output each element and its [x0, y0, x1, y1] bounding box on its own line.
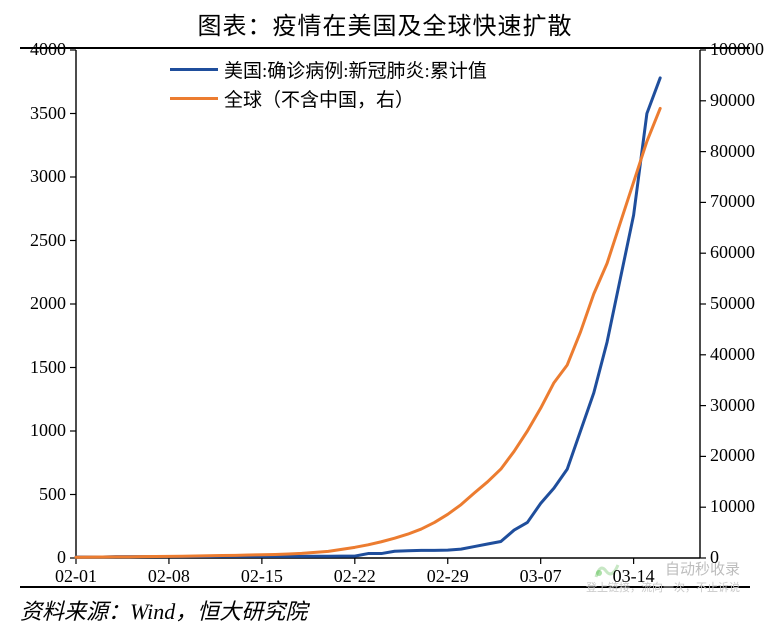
y-left-tick-label: 0: [57, 547, 66, 568]
chart-container: 图表：疫情在美国及全球快速扩散 美国:确诊病例:新冠肺炎:累计值全球（不含中国，…: [0, 0, 770, 627]
chart-svg: [76, 50, 700, 558]
legend: 美国:确诊病例:新冠肺炎:累计值全球（不含中国，右）: [170, 56, 487, 114]
series-line-us: [76, 78, 660, 557]
legend-label: 全球（不含中国，右）: [224, 85, 414, 112]
y-right-tick-label: 80000: [710, 141, 755, 162]
x-tick-label: 02-08: [148, 566, 190, 587]
y-left-tick-label: 1500: [30, 357, 66, 378]
x-tick-label: 02-29: [427, 566, 469, 587]
y-left-tick-label: 2000: [30, 293, 66, 314]
y-right-tick-label: 50000: [710, 293, 755, 314]
legend-item: 全球（不含中国，右）: [170, 85, 487, 112]
x-tick-label: 02-22: [334, 566, 376, 587]
y-right-tick-label: 40000: [710, 344, 755, 365]
y-right-tick-label: 90000: [710, 90, 755, 111]
x-tick-label: 03-07: [520, 566, 562, 587]
y-right-tick-label: 60000: [710, 242, 755, 263]
watermark-brand: 自动秒收录: [665, 558, 740, 579]
y-right-tick-label: 100000: [710, 39, 764, 60]
y-right-tick-label: 70000: [710, 191, 755, 212]
y-right-tick-label: 20000: [710, 445, 755, 466]
legend-swatch-icon: [170, 97, 218, 100]
series-line-global_ex_china: [76, 108, 660, 557]
y-left-tick-label: 3500: [30, 103, 66, 124]
x-tick-label: 03-14: [613, 566, 655, 587]
legend-label: 美国:确诊病例:新冠肺炎:累计值: [224, 56, 487, 83]
y-right-tick-label: 10000: [710, 496, 755, 517]
source-text: 资料来源：Wind，恒大研究院: [20, 599, 307, 624]
y-right-tick-label: 30000: [710, 395, 755, 416]
y-left-tick-label: 2500: [30, 230, 66, 251]
title-bar: 图表：疫情在美国及全球快速扩散: [20, 0, 750, 49]
watermark-tagline: 登上链接，流向一次，不止诉说: [586, 579, 740, 595]
plot-area: [76, 50, 700, 558]
y-left-tick-label: 4000: [30, 39, 66, 60]
legend-item: 美国:确诊病例:新冠肺炎:累计值: [170, 56, 487, 83]
legend-swatch-icon: [170, 68, 218, 71]
chart-title: 图表：疫情在美国及全球快速扩散: [198, 14, 573, 40]
y-right-tick-label: 0: [710, 547, 719, 568]
y-left-tick-label: 1000: [30, 420, 66, 441]
y-left-tick-label: 3000: [30, 166, 66, 187]
x-tick-label: 02-15: [241, 566, 283, 587]
x-tick-label: 02-01: [55, 566, 97, 587]
y-left-tick-label: 500: [39, 484, 66, 505]
